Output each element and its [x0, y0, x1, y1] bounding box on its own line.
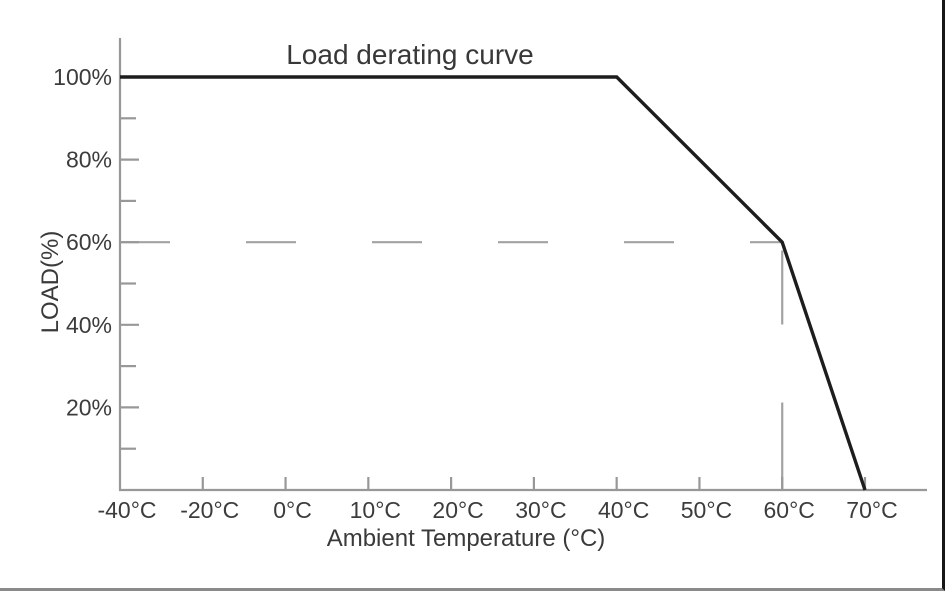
load-derating-line	[120, 75, 867, 491]
y-tick-label: 40%	[66, 312, 112, 338]
x-tick-label: 40°C	[598, 497, 649, 523]
x-tick-label: 60°C	[764, 497, 815, 523]
x-tick-label: 50°C	[681, 497, 732, 523]
x-tick-label: 10°C	[350, 497, 401, 523]
x-tick-label: 70°C	[846, 497, 897, 523]
x-tick-label: 0°C	[273, 497, 312, 523]
x-tick-label: 20°C	[432, 497, 483, 523]
y-tick-label: 100%	[53, 64, 112, 90]
x-tick-label: -40°C	[97, 497, 156, 523]
x-tick-label: -20°C	[180, 497, 239, 523]
chart-title: Load derating curve	[286, 39, 534, 70]
x-axis-label: Ambient Temperature (°C)	[327, 525, 606, 552]
y-tick-label: 20%	[66, 394, 112, 420]
x-tick-label: 30°C	[515, 497, 566, 523]
y-axis-label: LOAD(%)	[37, 231, 64, 334]
y-tick-label: 80%	[66, 147, 112, 173]
plot-area: 100% 80% 60% 40% 20% -40°C -20°C 0°C 10°C 20°C 30°…	[53, 38, 927, 523]
y-tick-label: 60%	[66, 229, 112, 255]
